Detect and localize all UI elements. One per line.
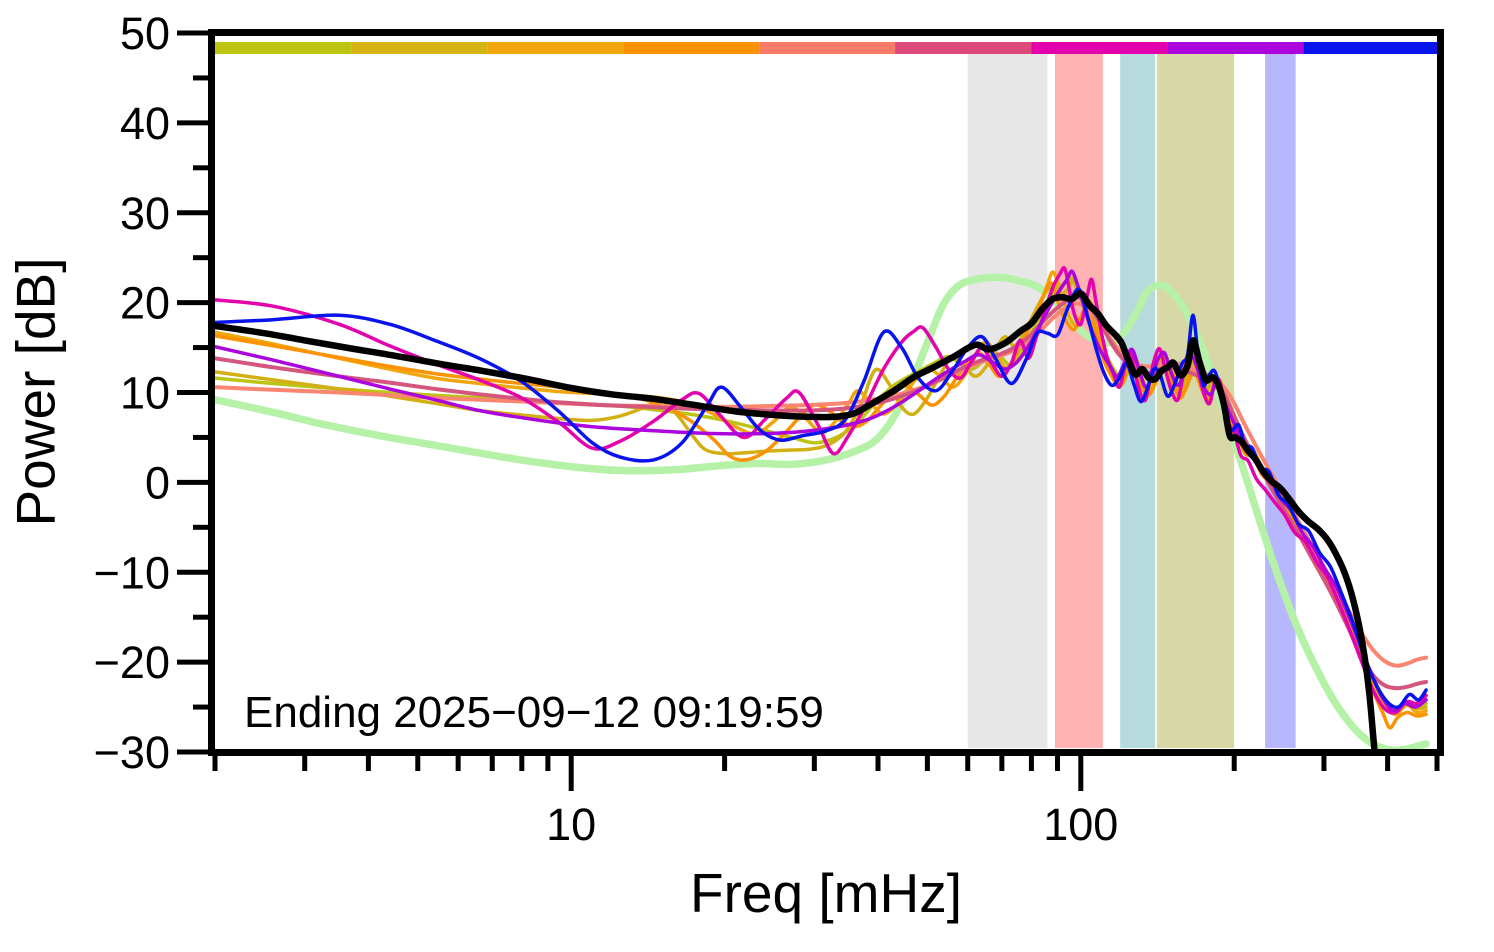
- strip-segment-7: [1167, 42, 1304, 54]
- strip-segment-2: [487, 42, 624, 54]
- strip-segment-8: [1303, 42, 1437, 54]
- y-tick-label: −20: [94, 637, 170, 688]
- y-ticks-group: [177, 30, 208, 755]
- x-axis-title: Freq [mHz]: [690, 862, 962, 924]
- curves-group: [215, 265, 1430, 752]
- plot-frame: [208, 29, 1444, 756]
- strip-segment-6: [1031, 42, 1168, 54]
- y-tick-label: 0: [145, 457, 170, 508]
- y-tick-label: 50: [120, 8, 170, 59]
- ending-timestamp-annotation: Ending 2025−09−12 09:19:59: [244, 688, 824, 737]
- trace-black-bold: [215, 290, 1378, 752]
- trace-yellow-green: [215, 276, 1428, 711]
- trace-orange: [215, 270, 1428, 717]
- y-tick-label: 10: [120, 368, 170, 419]
- shaded-band-4: [1265, 53, 1296, 748]
- top-color-strip: [215, 42, 1437, 54]
- x-tick-label: 10: [546, 799, 596, 850]
- strip-segment-1: [351, 42, 488, 54]
- trace-blue: [215, 287, 1428, 710]
- shaded-band-0: [967, 53, 1048, 748]
- y-tick-label: −10: [94, 547, 170, 598]
- x-ticks-group: [212, 756, 1440, 791]
- strip-segment-4: [759, 42, 896, 54]
- trace-gold: [215, 275, 1428, 715]
- y-tick-label: 20: [120, 278, 170, 329]
- y-axis-title: Power [dB]: [4, 257, 67, 527]
- strip-segment-3: [623, 42, 760, 54]
- trace-rose: [215, 295, 1429, 691]
- y-tick-label: 40: [120, 98, 170, 149]
- x-tick-label: 100: [1043, 799, 1118, 850]
- shaded-band-2: [1120, 53, 1156, 748]
- shaded-band-1: [1055, 53, 1103, 748]
- y-tick-label: −30: [94, 727, 170, 778]
- strip-segment-5: [895, 42, 1032, 54]
- trace-violet: [215, 269, 1428, 713]
- strip-segment-0: [215, 42, 352, 54]
- trace-magenta: [215, 265, 1428, 715]
- y-tick-label: 30: [120, 188, 170, 239]
- shaded-bands-group: [967, 53, 1296, 748]
